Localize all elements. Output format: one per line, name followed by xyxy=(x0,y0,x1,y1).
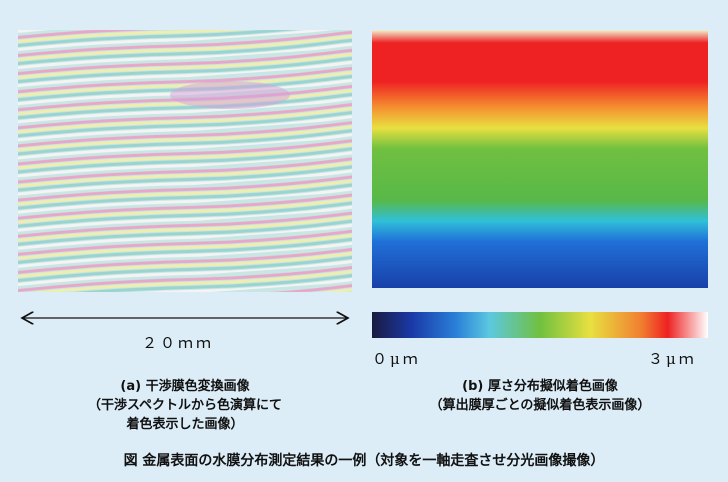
interference-image xyxy=(18,30,352,292)
panel-a-title: (a) 干渉膜色変換画像 xyxy=(20,377,350,396)
figure-caption: 図 金属表面の水膜分布測定結果の一例（対象を一軸走査させ分光画像撮像） xyxy=(0,452,728,471)
colorbar-min-label: ０μｍ xyxy=(372,348,421,369)
scale-label: ２０ｍｍ xyxy=(142,332,214,353)
interference-blob xyxy=(170,81,290,109)
panel-a-line: （干渉スペクトルから色演算にて xyxy=(20,396,350,415)
thickness-image xyxy=(372,30,708,288)
figure-page: ２０ｍｍ ０μｍ ３μｍ (a) 干渉膜色変換画像 （干渉スペクトルから色演算に… xyxy=(0,0,728,482)
panel-b-caption: (b) 厚さ分布擬似着色画像 （算出膜厚ごとの擬似着色表示画像） xyxy=(372,377,708,415)
panel-a-line: 着色表示した画像） xyxy=(20,415,350,434)
panel-b-line: （算出膜厚ごとの擬似着色表示画像） xyxy=(372,396,708,415)
colorbar-max-label: ３μｍ xyxy=(648,348,697,369)
panel-a-caption: (a) 干渉膜色変換画像 （干渉スペクトルから色演算にて 着色表示した画像） xyxy=(20,377,350,434)
panel-b-title: (b) 厚さ分布擬似着色画像 xyxy=(372,377,708,396)
colorbar xyxy=(372,312,708,338)
